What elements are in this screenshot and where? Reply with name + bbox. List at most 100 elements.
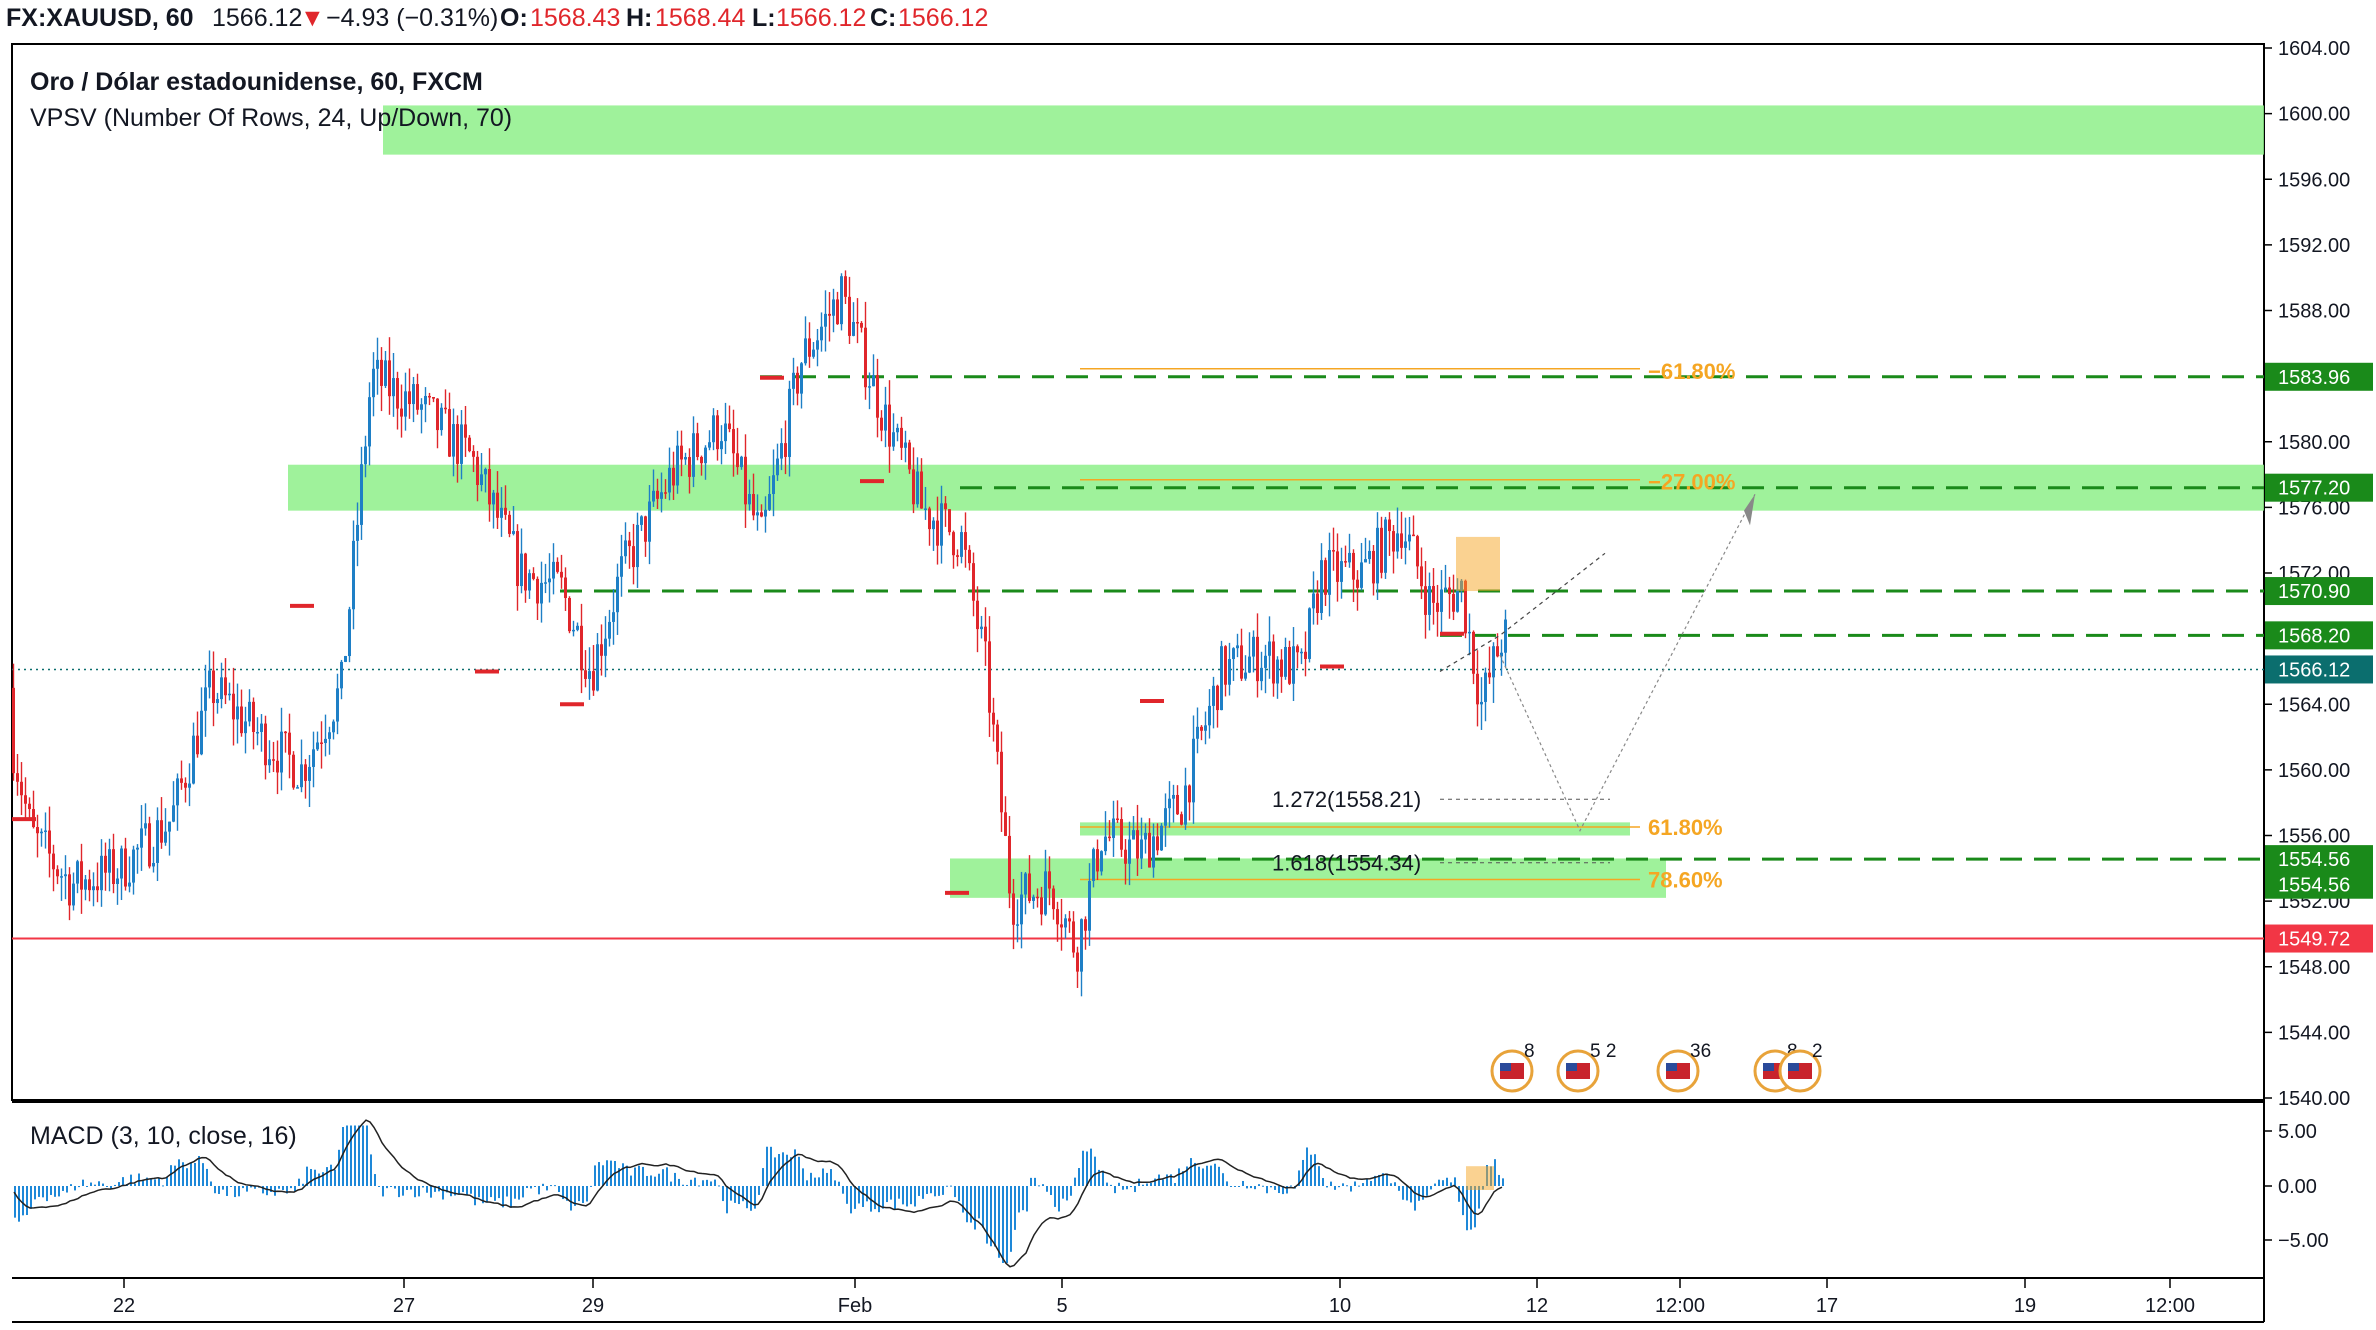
candle-body (456, 424, 459, 464)
macd-histogram-bar (634, 1167, 636, 1186)
candle-body (1032, 896, 1035, 901)
macd-tick-label: −5.00 (2278, 1230, 2329, 1252)
macd-histogram-bar (838, 1181, 840, 1186)
candle-body (636, 524, 639, 568)
macd-histogram-bar (46, 1186, 48, 1202)
macd-histogram-bar (1182, 1171, 1184, 1186)
candle-body (36, 827, 39, 834)
candles-layer (12, 270, 1507, 997)
candle-body (324, 738, 327, 744)
macd-histogram-bar (1366, 1179, 1368, 1186)
candle-body (1064, 918, 1067, 928)
time-tick-label: 29 (582, 1295, 604, 1317)
candle-body (668, 467, 671, 493)
macd-histogram-bar (218, 1186, 220, 1194)
macd-histogram-bar (1446, 1177, 1448, 1186)
candle-body (648, 501, 651, 542)
candle-body (1232, 648, 1235, 660)
candle-body (276, 760, 279, 773)
macd-histogram-bar (26, 1186, 28, 1216)
macd-histogram-bar (278, 1186, 280, 1189)
macd-histogram-bar (98, 1181, 100, 1186)
macd-histogram-bar (674, 1172, 676, 1186)
macd-histogram-bar (718, 1185, 720, 1187)
time-axis[interactable]: 22 27 29 Feb 5 10 12 12:00 17 19 12:00 (113, 1278, 2195, 1317)
close-label: C: (870, 4, 896, 32)
macd-histogram-bar (1274, 1186, 1276, 1190)
macd-histogram-bar (86, 1186, 88, 1187)
macd-histogram-bar (242, 1186, 244, 1189)
candle-body (28, 803, 31, 810)
candle-body (444, 407, 447, 410)
macd-histogram-bar (866, 1186, 868, 1202)
macd-histogram-bar (250, 1186, 252, 1188)
macd-histogram-bar (198, 1156, 200, 1186)
macd-histogram-bar (398, 1186, 400, 1198)
candle-body (620, 556, 623, 577)
macd-histogram-bar (102, 1183, 104, 1186)
candle-body (760, 512, 763, 517)
macd-histogram-bar (606, 1160, 608, 1186)
candle-body (1116, 818, 1119, 820)
candle-body (512, 531, 515, 534)
macd-histogram-bar (1118, 1182, 1120, 1186)
candle-body (1380, 527, 1383, 573)
candle-body (296, 787, 299, 789)
macd-histogram-bar (486, 1186, 488, 1203)
candle-body (396, 378, 399, 409)
macd-histogram-bar (1470, 1186, 1472, 1230)
macd-histogram-bar (1330, 1181, 1332, 1186)
candle-body (968, 549, 971, 564)
candle-body (380, 359, 383, 386)
macd-histogram-bar (1050, 1186, 1052, 1195)
macd-histogram-bar (506, 1186, 508, 1197)
macd-histogram-bar (798, 1156, 800, 1186)
macd-histogram-bar (850, 1186, 852, 1214)
candle-body (488, 469, 491, 505)
macd-histogram-bar (578, 1186, 580, 1202)
candle-body (356, 524, 359, 541)
price-tick-label: 1596.00 (2278, 169, 2350, 191)
macd-histogram-bar (794, 1149, 796, 1186)
candle-body (792, 372, 795, 389)
symbol-label: FX:XAUUSD, 60 (6, 4, 194, 32)
support-resistance-zone (950, 858, 1666, 898)
macd-histogram-bar (670, 1181, 672, 1186)
candle-body (680, 445, 683, 460)
macd-histogram-bar (826, 1172, 828, 1186)
candle-body (956, 555, 959, 557)
macd-histogram-bar (862, 1186, 864, 1207)
support-resistance-zone (1080, 822, 1630, 836)
macd-histogram-bar (810, 1172, 812, 1186)
candle-body (252, 701, 255, 732)
macd-histogram-bar (1386, 1173, 1388, 1186)
candle-body (1104, 836, 1107, 852)
candle-body (108, 849, 111, 873)
event-count: 5 2 (1590, 1041, 1616, 1062)
change-value: −4.93 (−0.31%) (326, 4, 498, 32)
candle-body (1432, 586, 1435, 603)
open-value: 1568.43 (530, 4, 620, 32)
macd-histogram-bar (142, 1180, 144, 1186)
macd-histogram-bar (1022, 1186, 1024, 1211)
candle-body (352, 540, 355, 610)
macd-histogram-bar (722, 1186, 724, 1202)
macd-histogram-bar (1194, 1162, 1196, 1186)
chart-title: Oro / Dólar estadounidense, 60, FXCM (30, 68, 483, 96)
candle-body (240, 706, 243, 734)
candle-body (264, 723, 267, 766)
macd-histogram-bar (210, 1181, 212, 1186)
macd-histogram-bar (1102, 1170, 1104, 1186)
candle-body (1004, 812, 1007, 836)
macd-histogram-bar (702, 1180, 704, 1186)
macd-histogram-bar (890, 1186, 892, 1200)
macd-histogram-bar (1458, 1186, 1460, 1202)
low-value: 1566.12 (776, 4, 866, 32)
candle-body (384, 360, 387, 386)
macd-histogram-bar (1358, 1185, 1360, 1187)
candle-body (1084, 919, 1087, 931)
candle-body (1176, 794, 1179, 815)
macd-histogram-bar (1390, 1183, 1392, 1186)
candle-body (684, 457, 687, 460)
